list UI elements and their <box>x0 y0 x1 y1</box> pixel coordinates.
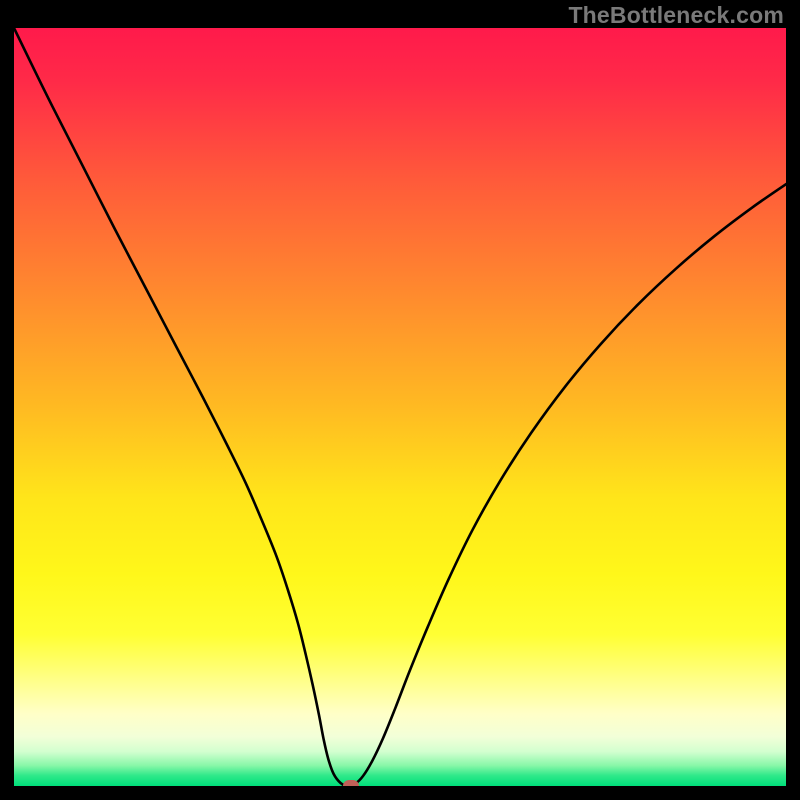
bottleneck-curve <box>0 0 800 800</box>
frame-border-left <box>0 0 14 800</box>
curve-path <box>14 28 786 786</box>
frame-border-bottom <box>0 786 800 800</box>
frame-border-right <box>786 0 800 800</box>
watermark-text: TheBottleneck.com <box>568 2 784 29</box>
